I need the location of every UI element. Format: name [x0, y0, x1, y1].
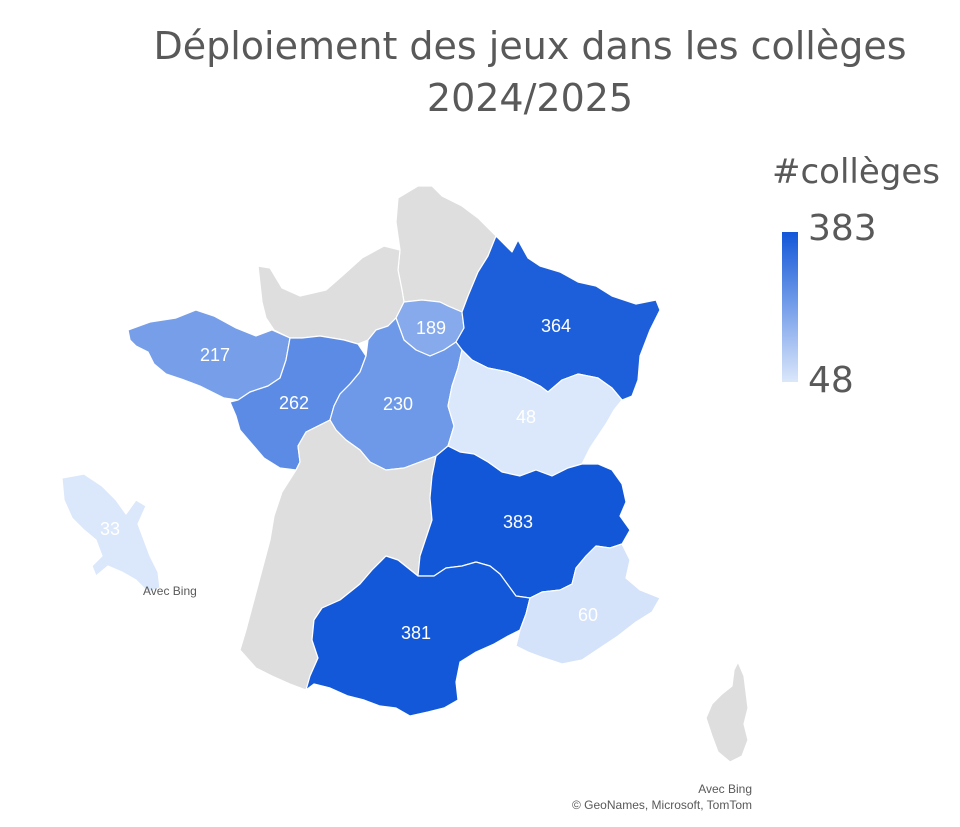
- label-centre-val-de-loire: 230: [383, 394, 413, 414]
- legend-max-label: 383: [808, 208, 877, 249]
- region-martinique[interactable]: [61, 473, 161, 593]
- label-bourgogne-franche-comte: 48: [516, 407, 536, 427]
- label-martinique: 33: [100, 519, 120, 539]
- chart-title: Déploiement des jeux dans les collèges 2…: [150, 20, 910, 124]
- label-grand-est: 364: [541, 316, 571, 336]
- region-corse[interactable]: [705, 661, 749, 763]
- map-credit-line-2: © GeoNames, Microsoft, TomTom: [572, 798, 752, 812]
- label-occitanie: 381: [401, 623, 431, 643]
- legend-min-label: 48: [808, 360, 854, 401]
- label-bretagne: 217: [200, 345, 230, 365]
- label-provence-alpes-cote-dazur: 60: [578, 605, 598, 625]
- legend-color-scale: [782, 232, 798, 382]
- map-credit-line-1: Avec Bing: [698, 782, 752, 796]
- region-value-labels: 189 364 217 262 230 48 383 381 60 33: [100, 316, 598, 643]
- inset-credit: Avec Bing: [143, 584, 197, 598]
- region-provence-alpes-cote-dazur[interactable]: [515, 543, 661, 665]
- label-pays-de-la-loire: 262: [279, 393, 309, 413]
- title-line-2: 2024/2025: [426, 76, 634, 120]
- legend-title: #collèges: [772, 152, 941, 192]
- title-line-1: Déploiement des jeux dans les collèges: [153, 24, 907, 68]
- region-occitanie[interactable]: [305, 555, 531, 717]
- label-ile-de-france: 189: [416, 318, 446, 338]
- label-auvergne-rhone-alpes: 383: [503, 512, 533, 532]
